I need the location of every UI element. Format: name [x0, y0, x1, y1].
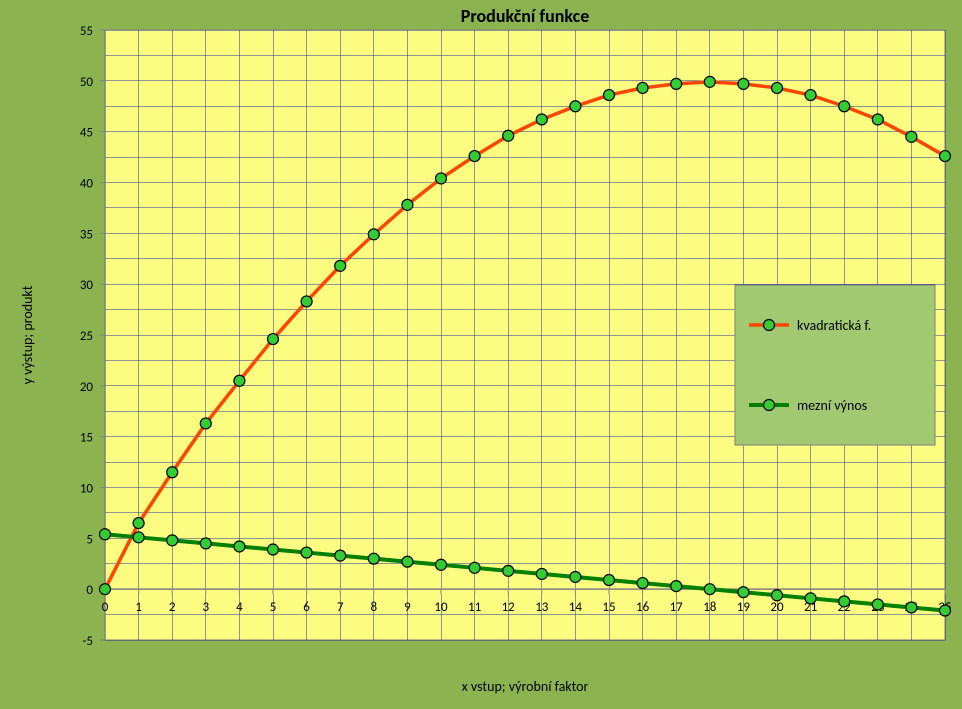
series-marker-0: [604, 90, 615, 101]
y-tick-label: 30: [80, 278, 94, 293]
series-marker-1: [436, 559, 447, 570]
series-marker-1: [503, 565, 514, 576]
x-tick-label: 9: [404, 600, 411, 615]
series-marker-1: [167, 535, 178, 546]
series-marker-1: [268, 544, 279, 555]
series-marker-0: [436, 173, 447, 184]
series-marker-0: [839, 101, 850, 112]
x-tick-label: 12: [502, 600, 516, 615]
x-tick-label: 6: [303, 600, 310, 615]
x-tick-label: 20: [770, 600, 784, 615]
legend-item-label: mezní výnos: [797, 397, 867, 414]
y-tick-label: 20: [80, 380, 94, 395]
series-marker-0: [772, 82, 783, 93]
series-marker-1: [335, 550, 346, 561]
series-marker-1: [671, 581, 682, 592]
series-marker-1: [839, 596, 850, 607]
series-marker-0: [872, 114, 883, 125]
x-tick-label: 10: [434, 600, 448, 615]
series-marker-1: [368, 553, 379, 564]
x-tick-label: 17: [670, 600, 684, 615]
series-marker-1: [133, 532, 144, 543]
series-marker-0: [906, 131, 917, 142]
series-marker-1: [200, 538, 211, 549]
x-axis-label: x vstup; výrobní faktor: [462, 678, 589, 695]
x-tick-label: 15: [602, 600, 615, 615]
x-tick-label: 18: [703, 600, 717, 615]
series-marker-0: [940, 151, 951, 162]
series-marker-0: [469, 151, 480, 162]
series-marker-1: [738, 587, 749, 598]
x-tick-label: 0: [102, 600, 109, 615]
series-marker-1: [301, 547, 312, 558]
x-tick-label: 11: [468, 600, 481, 615]
x-tick-label: 13: [535, 600, 549, 615]
y-tick-label: 55: [80, 24, 93, 39]
x-tick-label: 1: [135, 600, 142, 615]
series-marker-0: [167, 467, 178, 478]
legend-item-label: kvadratická f.: [797, 317, 871, 334]
series-marker-0: [133, 518, 144, 529]
series-marker-0: [536, 114, 547, 125]
series-marker-0: [335, 260, 346, 271]
series-marker-0: [738, 78, 749, 89]
x-tick-label: 19: [737, 600, 751, 615]
series-marker-0: [402, 199, 413, 210]
series-marker-1: [805, 593, 816, 604]
x-tick-label: 4: [236, 600, 243, 615]
series-marker-0: [234, 375, 245, 386]
series-marker-0: [301, 296, 312, 307]
series-marker-0: [368, 229, 379, 240]
y-tick-label: 0: [86, 583, 93, 598]
series-marker-0: [268, 334, 279, 345]
series-marker-1: [570, 571, 581, 582]
series-marker-1: [704, 584, 715, 595]
x-tick-label: 3: [203, 600, 210, 615]
series-marker-0: [637, 82, 648, 93]
series-marker-1: [469, 562, 480, 573]
x-tick-label: 5: [270, 600, 277, 615]
x-tick-label: 7: [337, 600, 344, 615]
series-marker-0: [200, 418, 211, 429]
series-marker-1: [637, 578, 648, 589]
y-tick-label: 40: [80, 177, 94, 192]
y-tick-label: 25: [80, 329, 93, 344]
x-tick-label: 16: [636, 600, 650, 615]
series-marker-0: [503, 130, 514, 141]
series-marker-1: [772, 590, 783, 601]
x-tick-label: 14: [569, 600, 583, 615]
series-marker-1: [906, 602, 917, 613]
series-marker-0: [704, 76, 715, 87]
y-tick-label: 45: [80, 126, 93, 141]
production-function-chart: -505101520253035404550550123456789101112…: [0, 0, 962, 709]
series-marker-1: [940, 605, 951, 616]
series-marker-1: [100, 529, 111, 540]
chart-title: Produkční funkce: [461, 5, 590, 27]
series-marker-0: [100, 584, 111, 595]
series-marker-0: [570, 101, 581, 112]
legend-box: [735, 285, 935, 445]
x-tick-label: 2: [169, 600, 176, 615]
y-axis-label: y výstup; produkt: [19, 285, 36, 384]
series-marker-1: [604, 575, 615, 586]
y-tick-label: 5: [86, 532, 93, 547]
y-tick-label: -5: [82, 634, 93, 649]
series-marker-1: [872, 599, 883, 610]
series-marker-0: [805, 90, 816, 101]
series-marker-0: [671, 78, 682, 89]
series-marker-1: [234, 541, 245, 552]
y-tick-label: 10: [80, 482, 94, 497]
y-tick-label: 35: [80, 227, 93, 242]
x-tick-label: 8: [371, 600, 378, 615]
series-marker-1: [536, 568, 547, 579]
y-tick-label: 15: [80, 431, 93, 446]
y-tick-label: 50: [80, 75, 94, 90]
series-marker-1: [402, 556, 413, 567]
